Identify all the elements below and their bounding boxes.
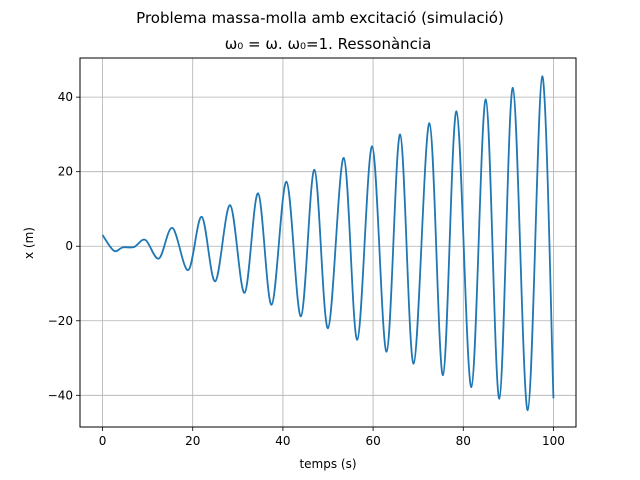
y-tick-label: 0 (65, 239, 73, 253)
y-tick-label: −40 (48, 388, 73, 402)
chart-title: ω₀ = ω. ω₀=1. Ressonància (225, 35, 432, 53)
series-line (101, 75, 555, 412)
x-axis-label: temps (s) (299, 457, 356, 471)
ticks: 0 20 40 60 80 100 −40 −20 0 20 40 (48, 90, 565, 448)
x-tick-label: 0 (99, 434, 107, 448)
x-tick-label: 80 (456, 434, 471, 448)
x-tick-label: 100 (542, 434, 565, 448)
y-tick-label: −20 (48, 314, 73, 328)
y-axis-label: x (m) (22, 227, 36, 259)
y-tick-label: 40 (58, 90, 73, 104)
x-tick-label: 20 (185, 434, 200, 448)
plot-area-frame (79, 57, 577, 428)
data-series (101, 75, 555, 412)
figure-suptitle: Problema massa-molla amb excitació (simu… (136, 9, 504, 27)
y-tick-label: 20 (58, 165, 73, 179)
x-tick-label: 60 (365, 434, 380, 448)
x-tick-label: 40 (275, 434, 290, 448)
